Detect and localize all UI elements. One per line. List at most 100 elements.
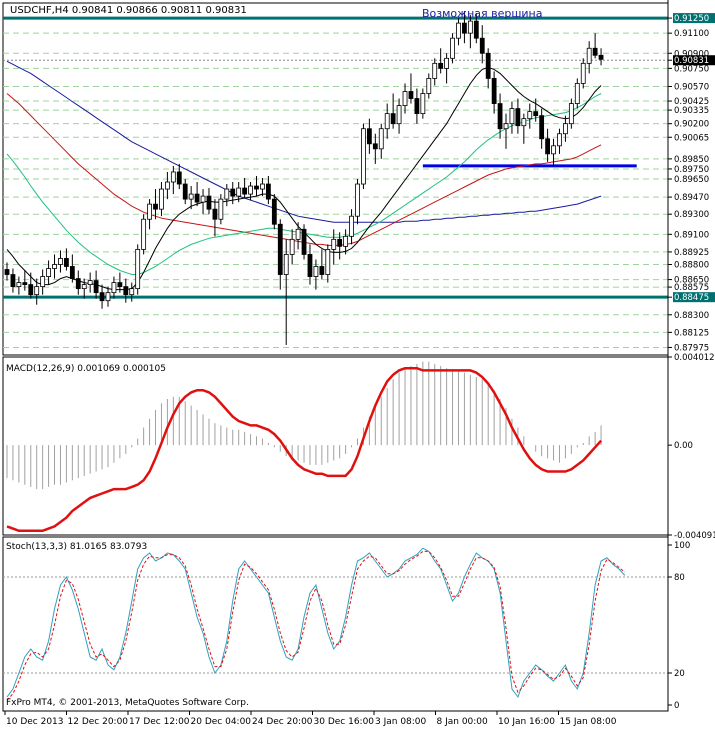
candle-body bbox=[52, 264, 57, 269]
time-tick-label: 3 Jan 08:00 bbox=[375, 717, 427, 727]
stoch-main-line bbox=[6, 547, 626, 699]
candle-body bbox=[99, 292, 105, 302]
candle-body bbox=[188, 193, 194, 200]
horizontal-level-label: 0.88475 bbox=[674, 293, 709, 303]
candle-body bbox=[206, 195, 212, 210]
candle-body bbox=[277, 223, 283, 275]
candle-body bbox=[361, 128, 366, 185]
macd-tick-label: 0.00 bbox=[674, 441, 693, 451]
macd-pane[interactable]: 0.004012 0.00 -0.004091 bbox=[2, 353, 715, 541]
macd-signal-line bbox=[6, 366, 603, 533]
candle-body bbox=[557, 133, 562, 147]
price-tick-label: 0.89750 bbox=[674, 165, 709, 175]
candle-body bbox=[4, 269, 10, 275]
candle-body bbox=[301, 228, 307, 255]
candle-body bbox=[337, 238, 343, 247]
candle-body bbox=[307, 254, 313, 277]
time-tick-label: 15 Jan 08:00 bbox=[560, 717, 617, 727]
macd-tick-label: -0.004091 bbox=[674, 531, 715, 541]
stoch-tick-label: 80 bbox=[674, 573, 685, 583]
candle-body bbox=[598, 54, 604, 60]
candle-body bbox=[586, 47, 592, 64]
candle-body bbox=[355, 183, 360, 217]
candle-body bbox=[283, 254, 289, 275]
candle-body bbox=[22, 282, 28, 285]
candle-body bbox=[34, 286, 40, 296]
candle-body bbox=[159, 188, 164, 210]
candle-body bbox=[456, 22, 461, 39]
candle-body bbox=[515, 108, 521, 127]
candle-body bbox=[295, 228, 301, 240]
price-tick-label: 0.89100 bbox=[674, 230, 709, 240]
candle-body bbox=[28, 284, 34, 296]
candle-body bbox=[230, 188, 236, 197]
candle-body bbox=[503, 123, 509, 130]
candle-body bbox=[58, 258, 63, 265]
stoch-tick-label: 0 bbox=[674, 701, 679, 711]
candle-body bbox=[491, 78, 497, 104]
candle-body bbox=[236, 187, 242, 197]
time-tick-label: 24 Dec 20:00 bbox=[252, 717, 313, 727]
candle-body bbox=[16, 282, 22, 288]
price-tick-label: 0.90425 bbox=[674, 97, 709, 107]
candle-body bbox=[408, 91, 414, 99]
time-axis: 10 Dec 2013 12 Dec 20:00 17 Dec 12:00 20 De… bbox=[4, 711, 617, 727]
time-tick-label: 10 Dec 2013 bbox=[6, 717, 64, 727]
price-tick-label: 0.88300 bbox=[674, 311, 709, 321]
candle-body bbox=[420, 93, 426, 115]
price-tick-label: 0.90900 bbox=[674, 49, 709, 59]
candle-body bbox=[212, 208, 218, 220]
candle-body bbox=[170, 171, 176, 183]
candle-body bbox=[75, 278, 81, 290]
candle-body bbox=[69, 266, 75, 279]
price-tick-label: 0.91100 bbox=[674, 29, 709, 39]
candle-body bbox=[396, 105, 402, 125]
candle-body bbox=[248, 185, 253, 195]
candle-body bbox=[551, 145, 556, 155]
candle-body bbox=[497, 103, 503, 130]
candle-body bbox=[438, 62, 444, 69]
horizontal-level-label-bg bbox=[673, 292, 715, 303]
candle-body bbox=[224, 188, 230, 200]
candle-body bbox=[176, 171, 182, 185]
candle-body bbox=[289, 238, 295, 255]
candle-body bbox=[414, 98, 420, 115]
candle-body bbox=[141, 218, 147, 250]
candle-body bbox=[592, 47, 598, 56]
price-tick-label: 0.90831 bbox=[674, 56, 709, 66]
time-tick-label: 17 Dec 12:00 bbox=[129, 717, 190, 727]
candle-body bbox=[485, 52, 491, 79]
candle-body bbox=[147, 203, 152, 220]
candle-body bbox=[260, 183, 265, 190]
price-tick-label: 0.90065 bbox=[674, 133, 709, 143]
candle-body bbox=[331, 238, 337, 250]
price-tick-label: 0.90200 bbox=[674, 120, 709, 130]
candle-body bbox=[93, 280, 99, 294]
candle-body bbox=[390, 113, 396, 125]
candle-body bbox=[521, 118, 527, 127]
candle-body bbox=[319, 266, 325, 275]
price-tick-label-bg bbox=[673, 55, 715, 66]
candle-body bbox=[539, 115, 545, 140]
candle-body bbox=[218, 198, 224, 220]
candle-body bbox=[444, 57, 450, 69]
price-tick-label: 0.88925 bbox=[674, 248, 709, 258]
time-tick-label: 30 Dec 16:00 bbox=[314, 717, 375, 727]
time-tick-label: 20 Dec 04:00 bbox=[191, 717, 252, 727]
candle-body bbox=[81, 284, 87, 290]
candle-body bbox=[402, 91, 408, 106]
price-tick-label: 0.89850 bbox=[674, 155, 709, 165]
candle-body bbox=[325, 248, 331, 275]
candle-body bbox=[366, 128, 372, 145]
candle-body bbox=[164, 181, 170, 190]
candle-body bbox=[343, 235, 349, 247]
candle-body bbox=[46, 268, 51, 277]
candle-body bbox=[271, 198, 277, 225]
candle-body bbox=[372, 143, 378, 150]
time-tick-label: 10 Jan 16:00 bbox=[498, 717, 555, 727]
candle-body bbox=[509, 108, 515, 125]
candle-body bbox=[533, 111, 539, 117]
